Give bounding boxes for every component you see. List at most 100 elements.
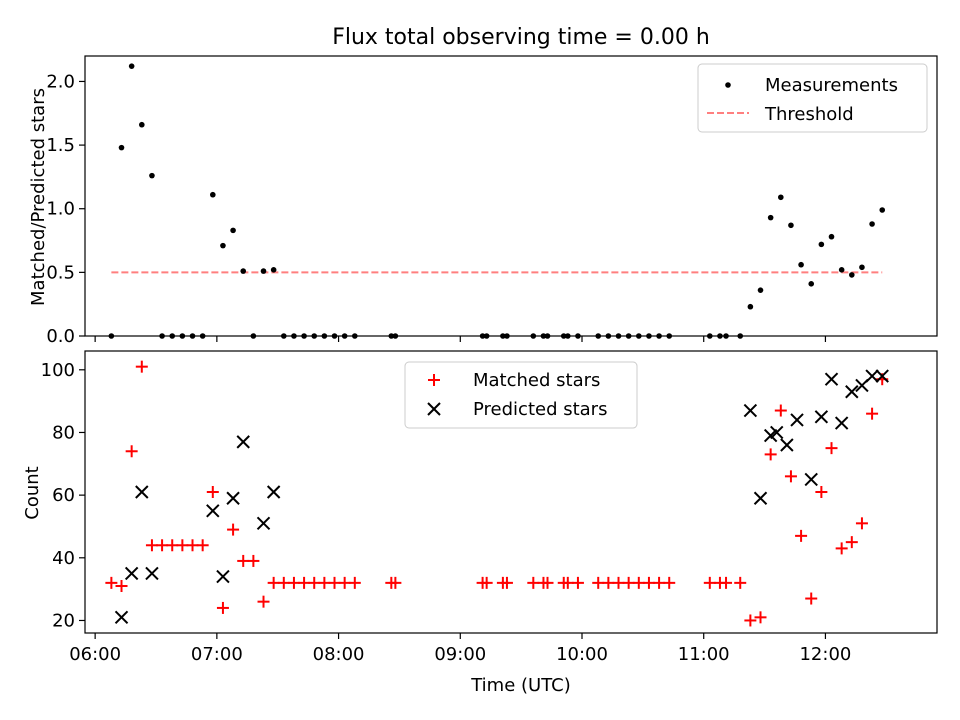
measurement-point-14 [250, 333, 257, 339]
bottom-ytick-label-2: 60 [52, 485, 75, 506]
matched-point-55 [805, 592, 818, 605]
measurement-point-46 [717, 333, 723, 339]
matched-point-17 [277, 576, 290, 589]
measurement-point-56 [818, 241, 825, 248]
measurement-point-8 [189, 333, 196, 339]
measurement-point-2 [128, 63, 135, 69]
matched-point-53 [784, 470, 797, 483]
predicted-point-22 [865, 369, 879, 383]
figure-title: Flux total observing time = 0.00 h [332, 25, 710, 50]
bottom-ytick-label-1: 40 [52, 548, 75, 569]
measurement-point-4 [149, 172, 155, 179]
matched-point-21 [318, 576, 331, 589]
matched-point-26 [389, 576, 402, 589]
matched-point-7 [176, 539, 189, 552]
predicted-point-7 [236, 435, 250, 449]
measurement-point-26 [392, 333, 399, 339]
measurement-point-15 [260, 268, 267, 274]
bottom-plot-frame [84, 350, 938, 634]
matched-point-59 [845, 536, 858, 549]
measurement-point-54 [798, 261, 804, 268]
matched-point-6 [166, 539, 179, 552]
bottom-xtick-label-2: 08:00 [313, 644, 365, 665]
top-legend: Measurements Threshold [697, 63, 928, 133]
measurement-point-31 [530, 333, 537, 339]
measurement-point-10 [210, 191, 216, 198]
bottom-y-axis-label: Count [22, 466, 43, 519]
top-ytick-label-4: 2.0 [46, 71, 75, 92]
matched-point-14 [247, 554, 260, 567]
predicted-point-17 [814, 410, 829, 424]
top-ytick-label-0: 0.0 [46, 326, 75, 347]
measurement-point-28 [483, 333, 490, 339]
top-panel: 0.00.51.01.52.0 Matched/Predicted stars … [28, 55, 938, 347]
matched-point-10 [206, 486, 219, 498]
predicted-point-20 [845, 385, 859, 399]
predicted-point-6 [226, 491, 240, 505]
bottom-plot-area [105, 360, 889, 627]
matched-point-42 [642, 576, 655, 589]
predicted-point-18 [824, 372, 839, 386]
bottom-xtick-label-1: 07:00 [191, 644, 243, 665]
matched-point-44 [663, 576, 676, 589]
bottom-legend: Matched stars Predicted stars [404, 361, 638, 429]
matched-point-39 [612, 576, 625, 589]
predicted-point-8 [256, 516, 271, 531]
matched-point-9 [196, 539, 209, 552]
measurement-point-16 [270, 267, 277, 273]
matched-point-8 [186, 539, 199, 552]
matched-point-20 [308, 576, 321, 589]
measurement-point-1 [118, 144, 125, 151]
matched-point-49 [744, 614, 757, 627]
top-y-axis: 0.0 0.5 1.0 1.5 2.0 [46, 71, 85, 347]
matched-point-15 [257, 595, 270, 608]
legend-measurements-marker [725, 82, 731, 88]
measurement-point-42 [646, 333, 652, 339]
matched-point-52 [774, 404, 787, 417]
matched-point-0 [105, 576, 118, 589]
matched-point-40 [622, 576, 635, 589]
measurement-point-44 [666, 333, 673, 339]
measurement-point-40 [625, 333, 632, 339]
measurement-point-55 [808, 281, 815, 287]
measurement-point-13 [240, 268, 247, 274]
matched-point-37 [592, 576, 605, 589]
measurement-point-20 [311, 333, 318, 339]
matched-point-24 [348, 576, 361, 589]
legend-predicted-label: Predicted stars [473, 399, 607, 420]
legend-threshold-label: Threshold [764, 104, 854, 125]
matched-point-47 [720, 576, 733, 589]
matched-point-48 [734, 576, 747, 589]
legend-matched-marker [428, 374, 440, 386]
top-ytick-label-2: 1.0 [46, 199, 75, 220]
bottom-x-axis: 06:00 07:00 08:00 09:00 10:00 11:00 12:00 [69, 633, 851, 665]
predicted-point-2 [135, 485, 149, 499]
measurement-point-58 [838, 267, 845, 273]
measurement-point-43 [656, 333, 662, 339]
bottom-xtick-label-6: 12:00 [799, 644, 851, 665]
measurement-point-30 [504, 333, 510, 339]
top-plot-area [108, 63, 886, 339]
bottom-panel: 20 40 60 80 100 06:00 07:00 08:00 09:00 10:00 11:… [22, 350, 938, 696]
predicted-point-0 [114, 610, 129, 625]
predicted-point-5 [216, 569, 230, 584]
measurement-point-27 [479, 333, 486, 339]
matched-point-1 [115, 580, 128, 592]
measurement-point-18 [291, 333, 297, 339]
measurement-point-11 [220, 242, 226, 249]
legend-predicted-marker [427, 402, 441, 416]
measurement-point-62 [879, 207, 886, 213]
measurement-point-3 [139, 121, 145, 128]
bottom-ytick-label-0: 20 [52, 610, 75, 631]
predicted-point-19 [834, 416, 849, 430]
bottom-ytick-label-3: 80 [52, 422, 75, 443]
measurement-point-53 [788, 222, 794, 229]
measurement-point-9 [199, 333, 206, 339]
measurement-point-52 [778, 194, 784, 201]
bottom-xtick-label-4: 10:00 [556, 644, 608, 665]
matched-point-38 [602, 576, 615, 589]
matched-point-57 [825, 442, 838, 455]
measurement-point-24 [352, 333, 358, 339]
bottom-y-axis: 20 40 60 80 100 [41, 360, 85, 631]
